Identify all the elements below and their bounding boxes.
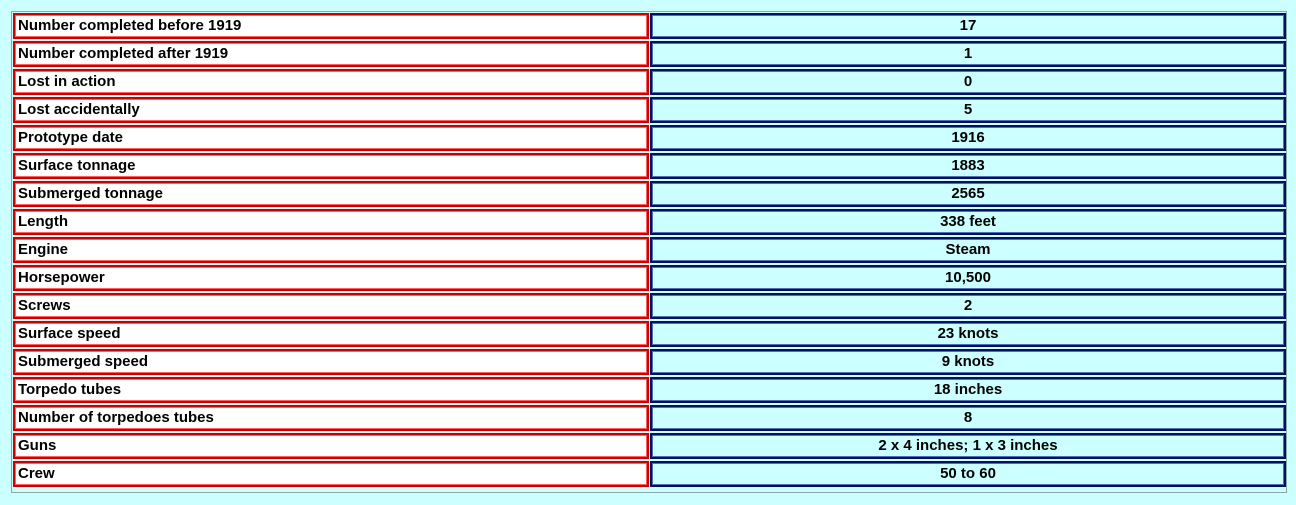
row-value: 2 x 4 inches; 1 x 3 inches (650, 433, 1286, 459)
row-value: 1883 (650, 153, 1286, 179)
row-value: 50 to 60 (650, 461, 1286, 487)
row-label: Lost in action (13, 69, 649, 95)
row-value: 0 (650, 69, 1286, 95)
row-label: Engine (13, 237, 649, 263)
row-label: Prototype date (13, 125, 649, 151)
row-label: Number completed before 1919 (13, 13, 649, 39)
row-value: Steam (650, 237, 1286, 263)
row-value: 9 knots (650, 349, 1286, 375)
row-label: Surface speed (13, 321, 649, 347)
row-value: 5 (650, 97, 1286, 123)
row-label: Torpedo tubes (13, 377, 649, 403)
table-frame (11, 11, 1287, 493)
row-value: 23 knots (650, 321, 1286, 347)
row-value: 1916 (650, 125, 1286, 151)
row-label: Length (13, 209, 649, 235)
row-value: 1 (650, 41, 1286, 67)
row-label: Number of torpedoes tubes (13, 405, 649, 431)
row-value: 8 (650, 405, 1286, 431)
row-label: Submerged speed (13, 349, 649, 375)
row-value: 338 feet (650, 209, 1286, 235)
row-value: 2 (650, 293, 1286, 319)
row-value: 10,500 (650, 265, 1286, 291)
row-value: 2565 (650, 181, 1286, 207)
row-value: 17 (650, 13, 1286, 39)
row-label: Number completed after 1919 (13, 41, 649, 67)
row-label: Horsepower (13, 265, 649, 291)
row-label: Submerged tonnage (13, 181, 649, 207)
row-label: Guns (13, 433, 649, 459)
row-value: 18 inches (650, 377, 1286, 403)
row-label: Crew (13, 461, 649, 487)
row-label: Lost accidentally (13, 97, 649, 123)
row-label: Surface tonnage (13, 153, 649, 179)
row-label: Screws (13, 293, 649, 319)
